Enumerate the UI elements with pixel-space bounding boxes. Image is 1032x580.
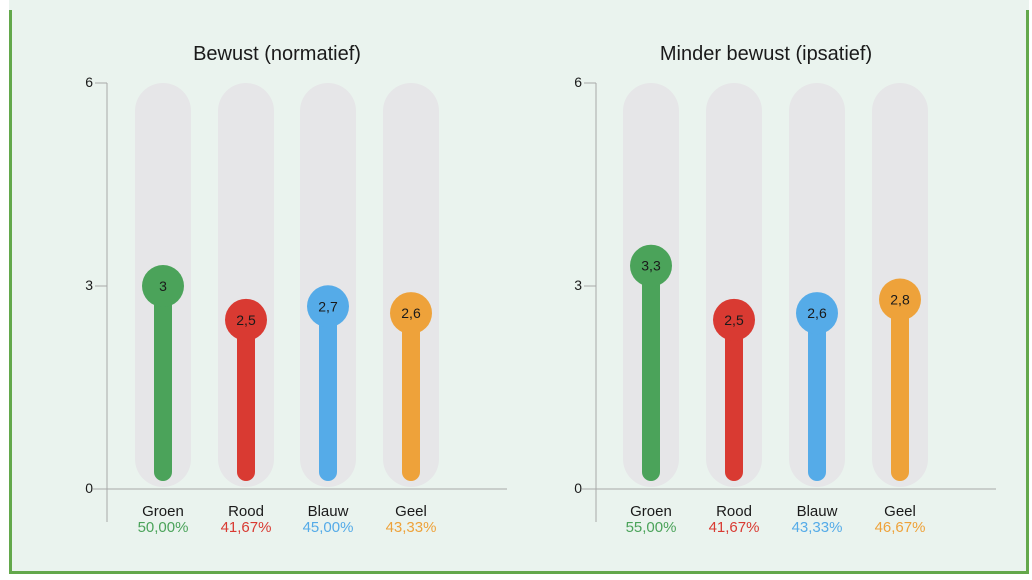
right-value-marker-geel <box>879 278 921 321</box>
left-bar-rood <box>237 319 255 481</box>
right-category-label-geel: Geel <box>884 503 916 520</box>
left-track-rood <box>218 83 274 487</box>
left-percentage-label-rood: 41,67% <box>221 519 272 536</box>
right-percentage-label-rood: 41,67% <box>709 519 760 536</box>
right-bar-groen <box>642 265 660 481</box>
right-track-rood <box>706 83 762 487</box>
right-category-label-rood: Rood <box>716 503 752 520</box>
left-bar-geel <box>402 313 420 481</box>
right-percentage-label-blauw: 43,33% <box>792 519 843 536</box>
panel-top-strip <box>9 0 1029 10</box>
right-value-label-groen: 3,3 <box>641 258 661 274</box>
left-percentage-label-groen: 50,00% <box>138 519 189 536</box>
right-value-label-blauw: 2,6 <box>807 305 827 321</box>
right-category-label-groen: Groen <box>630 503 672 520</box>
right-value-label-geel: 2,8 <box>890 292 910 308</box>
left-value-label-rood: 2,5 <box>236 312 256 328</box>
left-category-label-blauw: Blauw <box>308 503 349 520</box>
right-y-tick-label: 6 <box>574 74 582 90</box>
right-bar-blauw <box>808 313 826 481</box>
left-percentage-label-blauw: 45,00% <box>303 519 354 536</box>
left-category-label-rood: Rood <box>228 503 264 520</box>
left-track-geel <box>383 83 439 487</box>
left-value-label-groen: 3 <box>159 278 167 294</box>
left-bar-groen <box>154 286 172 481</box>
left-percentage-label-geel: 43,33% <box>386 519 437 536</box>
left-y-tick-label: 3 <box>85 277 93 293</box>
right-value-marker-rood <box>713 298 755 341</box>
left-category-label-groen: Groen <box>142 503 184 520</box>
left-y-tick-label: 6 <box>85 74 93 90</box>
left-y-tick-label: 0 <box>85 480 93 496</box>
left-bar-blauw <box>319 306 337 481</box>
right-percentage-label-geel: 46,67% <box>875 519 926 536</box>
right-y-tick-label: 3 <box>574 277 582 293</box>
right-track-blauw <box>789 83 845 487</box>
left-chart-title: Bewust (normatief) <box>193 43 361 65</box>
left-value-marker-groen <box>142 265 184 307</box>
left-value-marker-blauw <box>307 285 349 328</box>
right-category-label-blauw: Blauw <box>797 503 838 520</box>
right-percentage-label-groen: 55,00% <box>626 519 677 536</box>
left-value-marker-geel <box>390 292 432 335</box>
right-chart-title: Minder bewust (ipsatief) <box>660 43 872 65</box>
right-value-marker-groen <box>630 244 672 287</box>
left-value-marker-rood <box>225 298 267 341</box>
left-category-label-geel: Geel <box>395 503 427 520</box>
right-bar-rood <box>725 319 743 481</box>
left-track-blauw <box>300 83 356 487</box>
left-value-label-blauw: 2,7 <box>318 298 338 314</box>
right-y-tick-label: 0 <box>574 480 582 496</box>
right-value-marker-blauw <box>796 292 838 335</box>
right-bar-geel <box>891 299 909 481</box>
right-value-label-rood: 2,5 <box>724 312 744 328</box>
left-value-label-geel: 2,6 <box>401 305 421 321</box>
